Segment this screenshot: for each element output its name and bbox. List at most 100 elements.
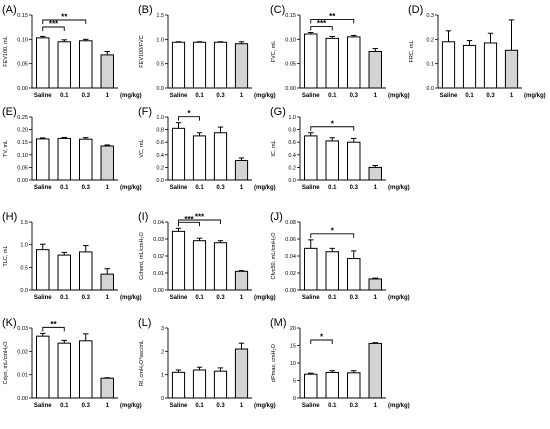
x-tick-label: 0.1 (60, 295, 69, 301)
x-tick-label: 0.3 (82, 403, 91, 409)
bar (192, 41, 207, 89)
x-tick-label: 0.1 (328, 93, 337, 99)
x-tick-label: 0.1 (195, 93, 204, 99)
chart-panel: (J) Cfvc50, mL/cmH₂O 0.00 0.02 0.04 0.06 0.08 S… (270, 211, 410, 301)
panel-label: (E) (2, 106, 17, 118)
x-tick-label: 0.1 (195, 295, 204, 301)
x-unit-label: (mg/kg) (388, 295, 410, 301)
x-unit-label: (mg/kg) (388, 403, 410, 409)
x-tick-label: 1 (240, 93, 244, 99)
significance-bracket (310, 26, 333, 31)
x-tick-label: 1 (240, 185, 244, 191)
panel-label: (G) (270, 106, 286, 118)
bar (234, 270, 249, 291)
significance-label: *** (49, 20, 59, 29)
chart-panel: (H) TLC, mL 0.0 0.5 1.0 1.5 Saline 0.1 0.3 1 (mg/k… (2, 211, 142, 301)
panel-label: (L) (138, 317, 151, 329)
y-tick-label: 0.00 (17, 396, 28, 402)
bar (100, 377, 114, 399)
bar (171, 371, 186, 399)
y-tick-label: 0.01 (17, 373, 28, 379)
y-tick-label: 0.2 (426, 37, 434, 43)
y-tick-label: 0.02 (285, 271, 296, 277)
bar (325, 251, 339, 291)
y-tick-label: 0.0 (20, 288, 28, 294)
y-tick-label: 10 (290, 361, 296, 367)
y-tick-label: 0.8 (288, 128, 296, 134)
x-tick-label: 0.3 (350, 403, 359, 409)
y-tick-label: 0.15 (17, 140, 28, 146)
y-tick-label: 0.5 (20, 265, 28, 271)
y-tick-label: 0.01 (153, 271, 164, 277)
bar (368, 278, 382, 291)
x-unit-label: (mg/kg) (120, 93, 142, 99)
bar (441, 41, 456, 89)
y-tick-label: 0.04 (153, 220, 164, 226)
x-tick-label: 0.1 (60, 403, 69, 409)
y-tick-label: 0.8 (156, 128, 164, 134)
bar (347, 258, 361, 291)
x-tick-label: 0.1 (195, 185, 204, 191)
y-tick-label: 5 (293, 379, 296, 385)
x-tick-label: 0.3 (216, 185, 225, 191)
significance-bracket (42, 26, 65, 31)
bar (347, 141, 361, 181)
chart-panel: (M) dPmax, cmH₂O 0 5 10 15 20 Saline 0.1 0.3 1 (mg/… (270, 317, 410, 409)
x-unit-label: (mg/kg) (388, 93, 410, 99)
x-unit-label: (mg/kg) (120, 185, 142, 191)
bar (36, 138, 50, 181)
bar (234, 43, 249, 89)
significance-label: *** (184, 215, 194, 224)
y-axis-label: dPmax, cmH₂O (271, 343, 277, 382)
bar (368, 51, 382, 89)
bar (504, 49, 519, 89)
y-tick-label: 0.00 (153, 288, 164, 294)
y-tick-label: 0.06 (285, 237, 296, 243)
bar (79, 251, 93, 291)
y-tick-label: 1.0 (20, 243, 28, 249)
y-axis-label: Cdyn, mL/cmH₂O (3, 341, 9, 385)
y-tick-label: 1.0 (156, 115, 164, 121)
bar (304, 135, 318, 181)
bar (234, 159, 249, 181)
bar (347, 372, 361, 399)
y-axis-label: VC, mL (139, 139, 145, 157)
y-tick-label: 0 (293, 396, 296, 402)
bar (36, 249, 50, 291)
y-tick-label: 3 (161, 326, 164, 332)
x-tick-label: 1 (106, 185, 110, 191)
significance-bracket (310, 19, 355, 24)
x-tick-label: Saline (302, 403, 320, 409)
bar (483, 42, 498, 89)
y-tick-label: 0.10 (17, 37, 28, 43)
bar (368, 342, 382, 399)
y-tick-label: 0.4 (156, 153, 164, 159)
x-tick-label: 1 (106, 93, 110, 99)
bar (213, 242, 228, 291)
y-axis-label: FVC, mL (271, 41, 277, 63)
bar (171, 127, 186, 181)
x-unit-label: (mg/kg) (254, 93, 276, 99)
y-tick-label: 0.4 (288, 153, 296, 159)
x-tick-label: 1 (240, 295, 244, 301)
x-tick-label: 1 (510, 93, 514, 99)
x-tick-label: 0.3 (216, 403, 225, 409)
y-tick-label: 0.0 (156, 178, 164, 184)
y-tick-label: 1.0 (288, 115, 296, 121)
significance-label: * (331, 119, 335, 128)
panel-label: (J) (270, 211, 283, 223)
y-tick-label: 1.5 (20, 220, 28, 226)
significance-bracket (178, 116, 200, 121)
x-tick-label: 0.3 (350, 295, 359, 301)
bar (347, 36, 361, 89)
y-tick-label: 0.2 (156, 165, 164, 171)
x-tick-label: 0.1 (328, 403, 337, 409)
x-tick-label: 0.3 (486, 93, 495, 99)
x-unit-label: (mg/kg) (120, 295, 142, 301)
chart-panel: (E) TV, mL 0.00 0.05 0.10 0.15 0.20 0.25 Saline 0… (2, 106, 142, 191)
panel-label: (B) (138, 4, 153, 16)
significance-bracket (310, 126, 355, 131)
y-tick-label: 0.0 (156, 86, 164, 92)
chart-panel: (C) FVC, mL 0.00 0.05 0.10 0.15 Saline 0.1 0.3 1 (… (270, 4, 410, 99)
